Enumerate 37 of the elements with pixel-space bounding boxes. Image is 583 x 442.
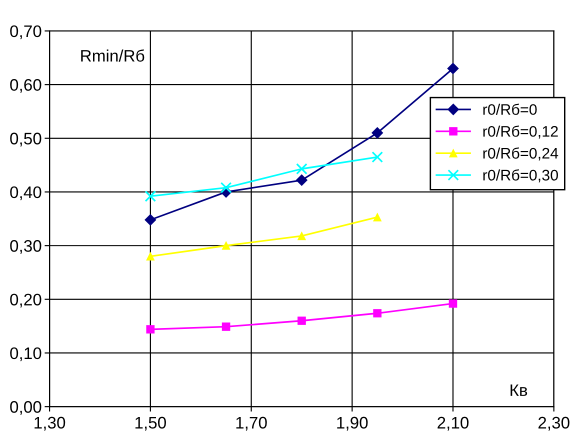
point [447,62,459,74]
y-axis-title: Rmin/Rб [81,49,144,62]
point [373,309,382,318]
point [146,252,155,261]
y-tick-label: 0,50 [10,132,42,146]
legend-label: r0/Rб=0,24 [483,147,558,160]
y-tick-label: 0,30 [10,240,42,254]
y-tick-label: 0,20 [10,294,42,308]
x-tick-label: 1,70 [236,416,267,431]
point [373,213,382,222]
point [222,322,230,331]
y-tick-label: 0,10 [10,347,42,362]
point [448,299,458,308]
y-tick-label: 0,00 [10,401,42,415]
x-axis-title: Кв [510,384,528,396]
point [296,174,308,186]
x-tick-label: 1,50 [135,416,166,431]
x-tick-label: 1,30 [34,416,66,431]
y-tick-label: 0,60 [10,79,42,93]
x-tick-label: 2,10 [438,416,469,431]
point [372,151,384,163]
point [146,325,155,334]
point [298,232,306,240]
point [144,190,156,202]
point [372,127,384,139]
legend-label: r0/Rб=0 [483,104,537,115]
y-tick-label: 0,40 [10,186,42,200]
x-tick-label: 2,30 [538,416,570,431]
legend-label: r0/Rб=0,30 [483,169,558,182]
point [220,182,232,194]
y-tick-label: 0,70 [10,25,42,40]
legend-label: r0/Rб=0,12 [483,125,558,139]
point [144,214,156,226]
point [222,241,230,250]
x-tick-label: 1,90 [337,416,368,431]
point [298,316,306,325]
point [296,163,308,175]
